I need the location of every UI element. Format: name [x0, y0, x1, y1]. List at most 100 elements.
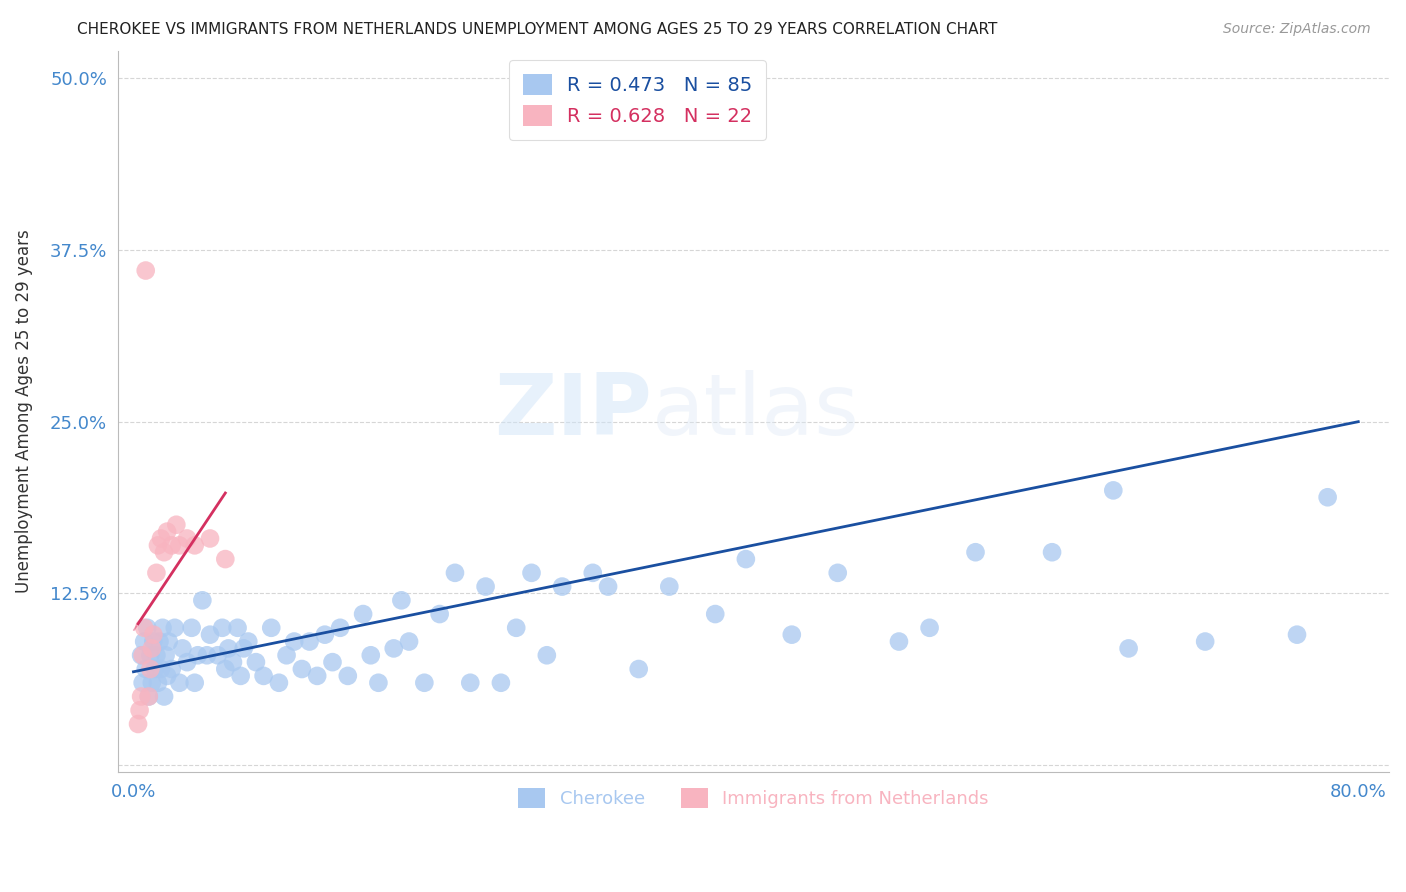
Point: [160, 538, 183, 552]
Point: [505, 621, 527, 635]
Point: [704, 607, 727, 621]
Point: [138, 690, 160, 704]
Point: [260, 621, 283, 635]
Point: [238, 634, 260, 648]
Point: [176, 532, 198, 546]
Point: [128, 703, 150, 717]
Point: [780, 628, 803, 642]
Point: [141, 641, 163, 656]
Point: [183, 675, 205, 690]
Point: [150, 662, 173, 676]
Point: [444, 566, 467, 580]
Point: [245, 655, 267, 669]
Point: [145, 648, 167, 663]
Point: [520, 566, 543, 580]
Point: [1285, 628, 1308, 642]
Point: [283, 634, 305, 648]
Point: [321, 655, 343, 669]
Point: [143, 662, 166, 676]
Point: [129, 690, 152, 704]
Point: [169, 538, 191, 552]
Point: [298, 634, 321, 648]
Point: [887, 634, 910, 648]
Point: [489, 675, 512, 690]
Point: [165, 517, 187, 532]
Point: [458, 675, 481, 690]
Point: [1194, 634, 1216, 648]
Point: [413, 675, 436, 690]
Point: [1118, 641, 1140, 656]
Point: [138, 690, 160, 704]
Point: [157, 634, 180, 648]
Point: [627, 662, 650, 676]
Point: [217, 641, 239, 656]
Point: [389, 593, 412, 607]
Point: [183, 538, 205, 552]
Point: [136, 621, 159, 635]
Point: [131, 675, 153, 690]
Point: [229, 669, 252, 683]
Point: [146, 538, 169, 552]
Point: [134, 634, 156, 648]
Point: [658, 580, 681, 594]
Point: [169, 675, 191, 690]
Point: [291, 662, 314, 676]
Point: [314, 628, 336, 642]
Point: [153, 690, 176, 704]
Point: [141, 675, 163, 690]
Point: [127, 717, 149, 731]
Point: [226, 621, 249, 635]
Point: [139, 648, 162, 663]
Y-axis label: Unemployment Among Ages 25 to 29 years: Unemployment Among Ages 25 to 29 years: [15, 229, 32, 593]
Point: [1040, 545, 1063, 559]
Point: [232, 641, 254, 656]
Point: [156, 669, 179, 683]
Point: [382, 641, 405, 656]
Point: [360, 648, 382, 663]
Point: [135, 662, 157, 676]
Point: [214, 662, 236, 676]
Point: [1102, 483, 1125, 498]
Point: [146, 675, 169, 690]
Point: [163, 621, 186, 635]
Point: [267, 675, 290, 690]
Text: CHEROKEE VS IMMIGRANTS FROM NETHERLANDS UNEMPLOYMENT AMONG AGES 25 TO 29 YEARS C: CHEROKEE VS IMMIGRANTS FROM NETHERLANDS …: [77, 22, 998, 37]
Point: [429, 607, 451, 621]
Point: [150, 532, 173, 546]
Text: atlas: atlas: [652, 370, 860, 453]
Legend: Cherokee, Immigrants from Netherlands: Cherokee, Immigrants from Netherlands: [509, 780, 998, 817]
Point: [307, 669, 329, 683]
Text: Source: ZipAtlas.com: Source: ZipAtlas.com: [1223, 22, 1371, 37]
Point: [214, 552, 236, 566]
Point: [198, 628, 221, 642]
Point: [352, 607, 374, 621]
Point: [156, 524, 179, 539]
Point: [172, 641, 194, 656]
Point: [551, 580, 574, 594]
Point: [1316, 490, 1339, 504]
Point: [153, 545, 176, 559]
Text: ZIP: ZIP: [494, 370, 652, 453]
Point: [222, 655, 245, 669]
Point: [827, 566, 849, 580]
Point: [142, 634, 165, 648]
Point: [367, 675, 389, 690]
Point: [152, 621, 174, 635]
Point: [191, 593, 214, 607]
Point: [965, 545, 987, 559]
Point: [134, 621, 156, 635]
Point: [596, 580, 619, 594]
Point: [180, 621, 202, 635]
Point: [135, 263, 157, 277]
Point: [582, 566, 605, 580]
Point: [536, 648, 558, 663]
Point: [734, 552, 756, 566]
Point: [145, 566, 167, 580]
Point: [252, 669, 274, 683]
Point: [207, 648, 229, 663]
Point: [276, 648, 298, 663]
Point: [129, 648, 152, 663]
Point: [198, 532, 221, 546]
Point: [142, 628, 165, 642]
Point: [474, 580, 496, 594]
